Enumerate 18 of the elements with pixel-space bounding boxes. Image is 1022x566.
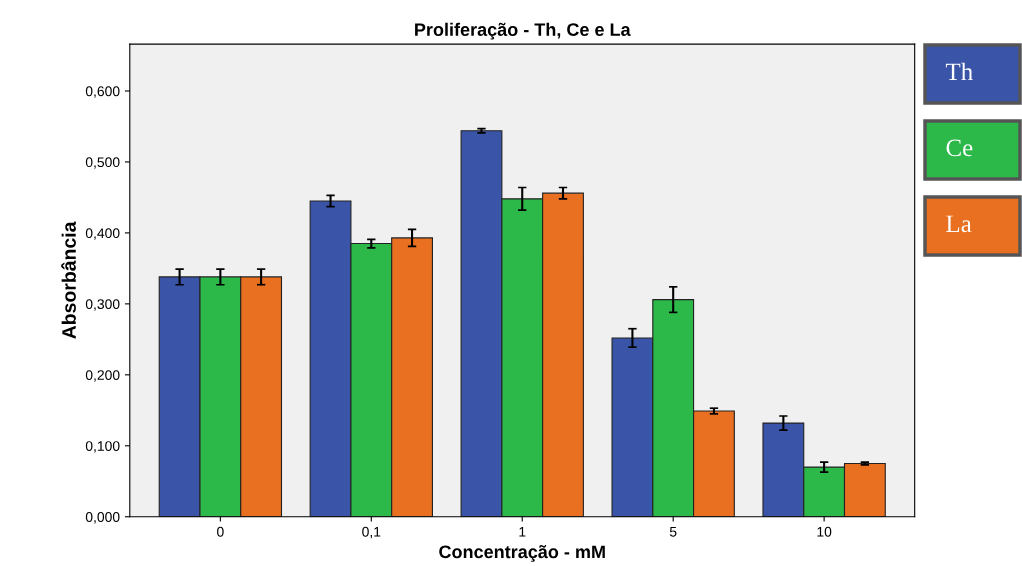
- x-tick-label: 5: [669, 526, 677, 537]
- y-tick-label: 0,200: [85, 370, 120, 382]
- chart-title: Proliferação - Th, Ce e La: [415, 22, 631, 40]
- x-tick-label: 0: [217, 526, 224, 537]
- x-axis-title: Concentração - mM: [439, 545, 605, 562]
- y-axis-title: Absorbância: [61, 221, 76, 339]
- x-tick-label: 0,1: [362, 526, 381, 539]
- y-tick-label: 0,600: [85, 86, 120, 98]
- x-tick-label: 10: [817, 526, 832, 537]
- y-tick-label: 0,400: [85, 228, 120, 240]
- y-tick-label: 0,000: [85, 512, 120, 524]
- y-tick-label: 0,500: [85, 157, 120, 169]
- y-tick-label: 0,100: [85, 441, 120, 453]
- y-tick-label: 0,300: [85, 299, 120, 311]
- x-tick-label: 1: [519, 526, 526, 537]
- text: Ce: [946, 139, 973, 157]
- text: Th: [945, 62, 973, 81]
- text: La: [946, 215, 972, 233]
